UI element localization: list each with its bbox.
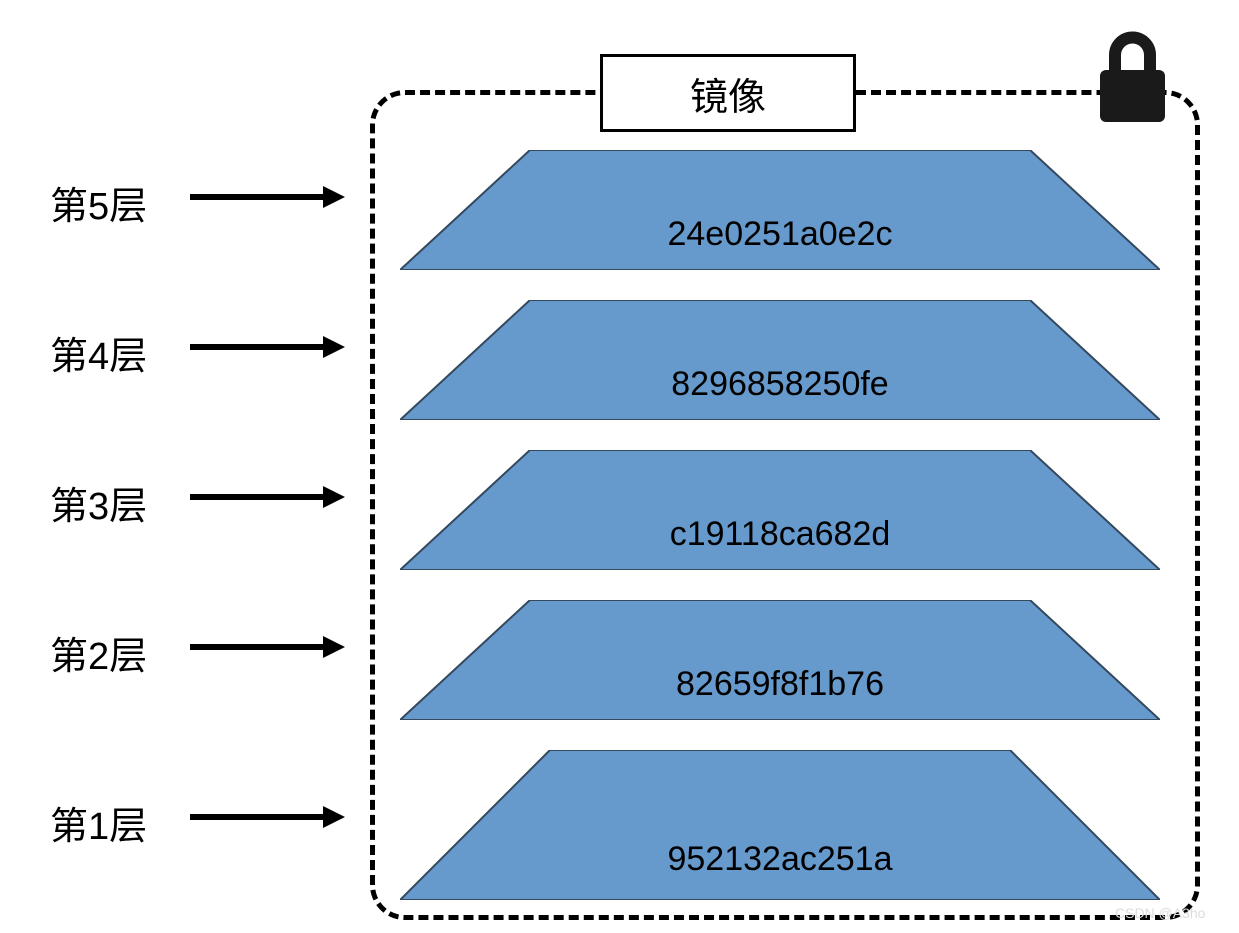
- layer-shape-5: [400, 150, 1160, 275]
- layer-hash-3: c19118ca682d: [630, 515, 930, 554]
- layer-shape-1: [400, 750, 1160, 905]
- layer-hash-2: 82659f8f1b76: [630, 665, 930, 704]
- layer-label-2: 第2层: [50, 625, 147, 680]
- arrow-icon: [190, 802, 345, 837]
- watermark-text: CSDN @A3ho: [1115, 905, 1205, 921]
- layer-shape-2: [400, 600, 1160, 725]
- layer-label-1: 第1层: [50, 795, 147, 850]
- layer-hash-1: 952132ac251a: [630, 840, 930, 879]
- diagram-canvas: 镜像 第5层 24e0251a0e2c 第4层 8296858250fe 第3层 c…: [0, 0, 1239, 933]
- layer-label-4: 第4层: [50, 325, 147, 380]
- layer-shape-3: [400, 450, 1160, 575]
- lock-icon: [1095, 30, 1170, 130]
- layer-shape-4: [400, 300, 1160, 425]
- layer-hash-4: 8296858250fe: [630, 365, 930, 404]
- layer-hash-5: 24e0251a0e2c: [630, 215, 930, 254]
- title-label: 镜像: [600, 54, 856, 132]
- layer-label-3: 第3层: [50, 475, 147, 530]
- arrow-icon: [190, 182, 345, 217]
- layer-label-5: 第5层: [50, 175, 147, 230]
- arrow-icon: [190, 332, 345, 367]
- arrow-icon: [190, 632, 345, 667]
- arrow-icon: [190, 482, 345, 517]
